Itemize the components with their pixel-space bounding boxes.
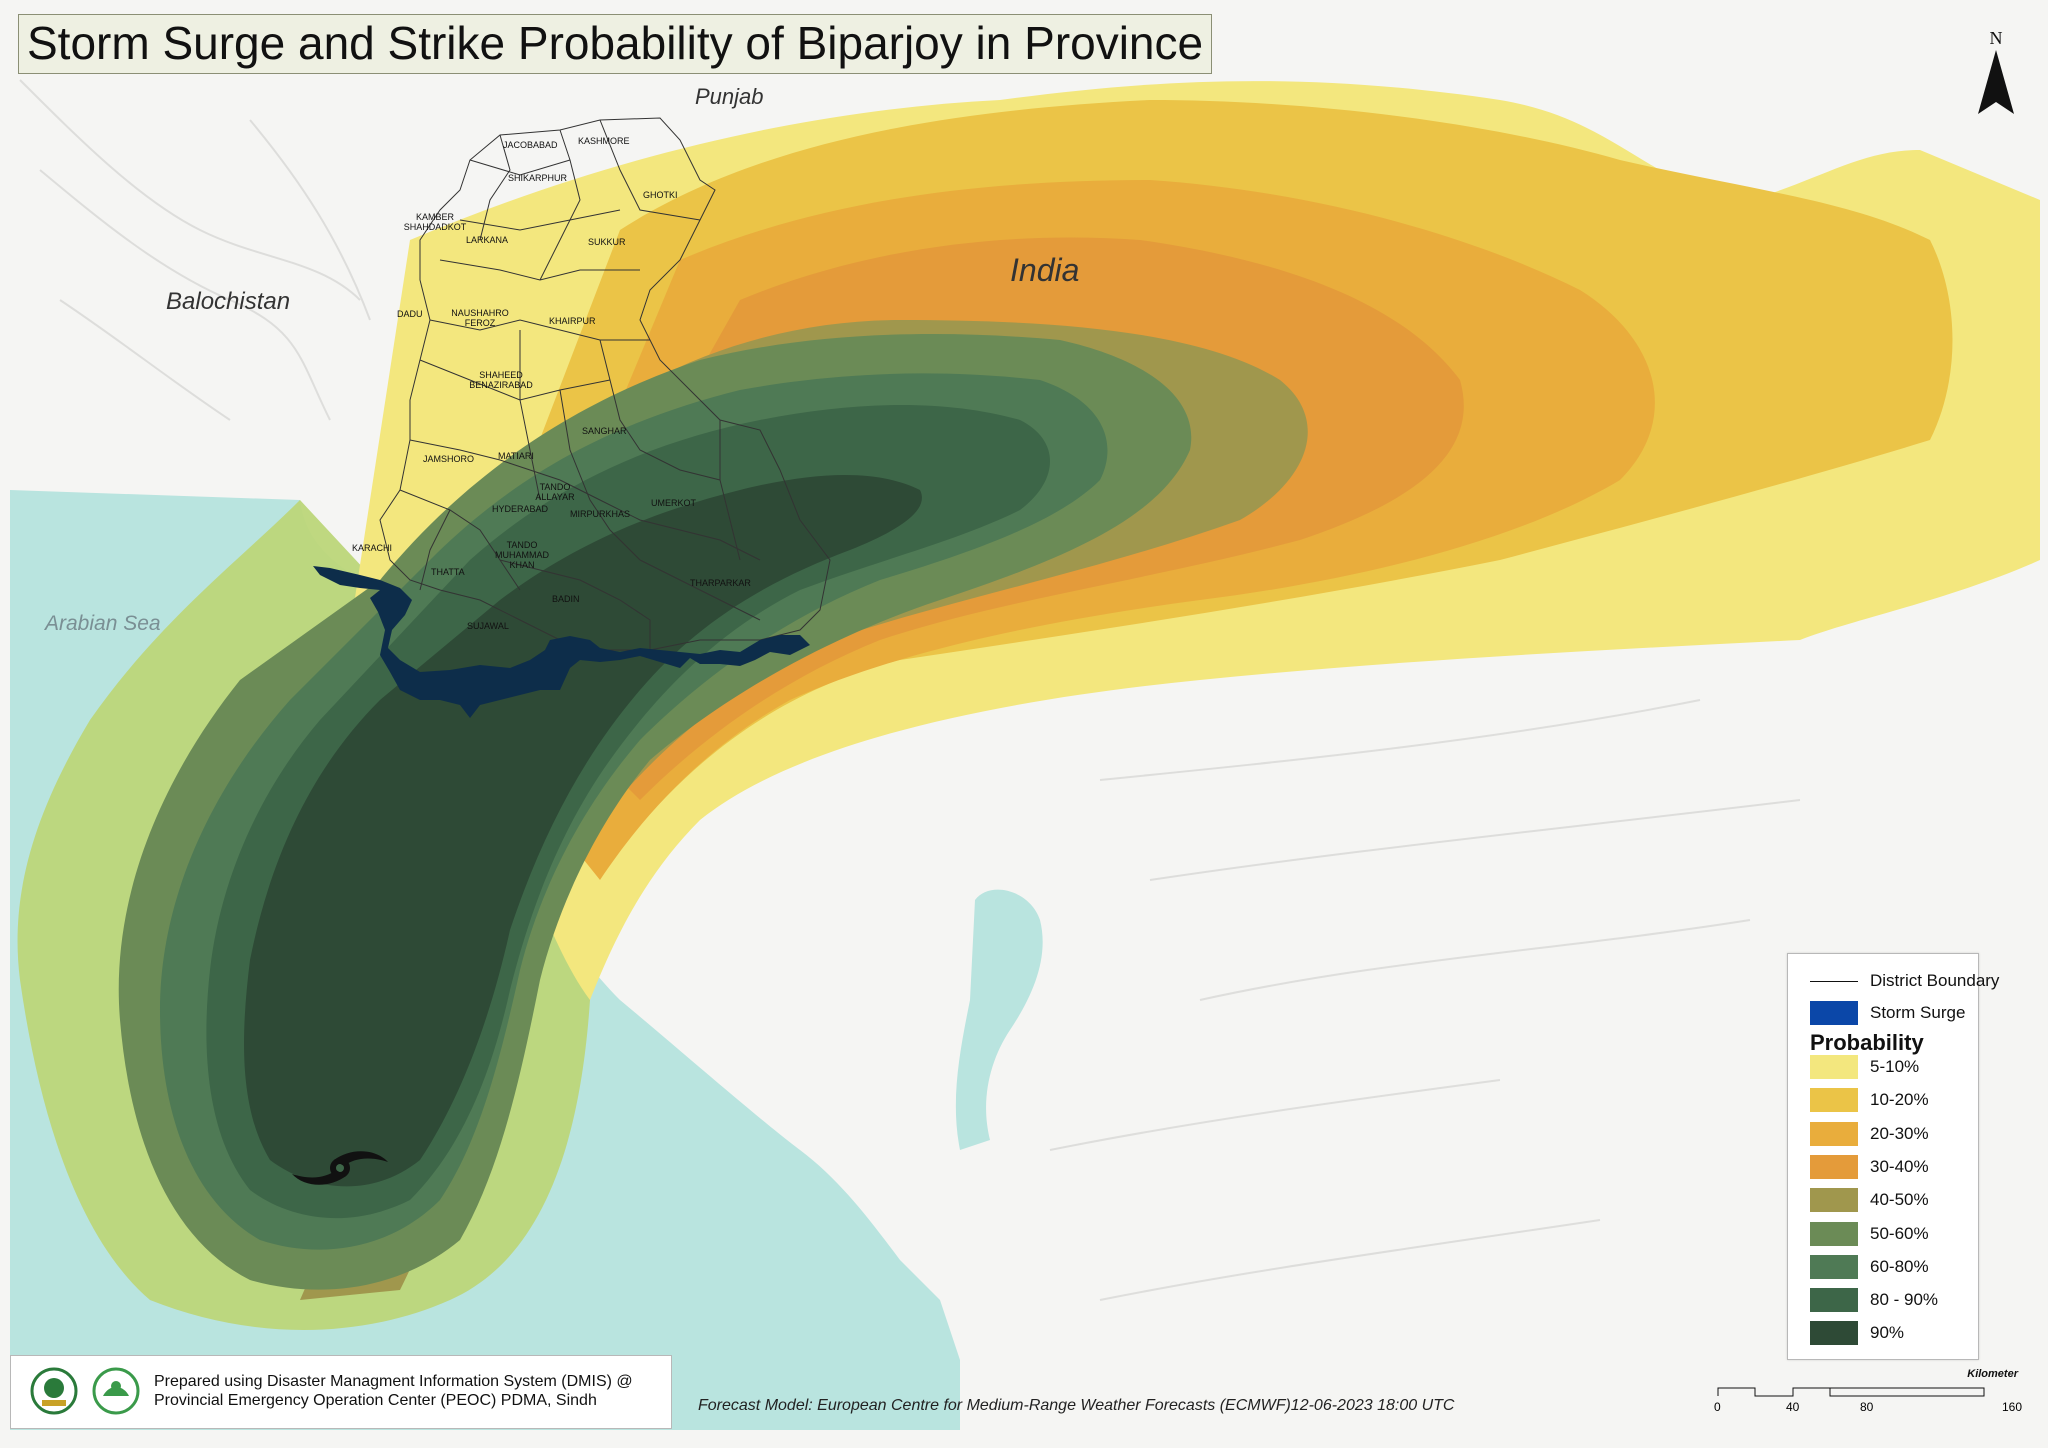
legend-class-row: 60-80% (1810, 1254, 1929, 1280)
cyclone-icon (292, 1151, 388, 1185)
scale-unit-label: Kilometer (1967, 1368, 2018, 1380)
boundary-line-swatch (1810, 980, 1858, 982)
label-balochistan: Balochistan (166, 288, 291, 315)
legend-swatch (1810, 1055, 1858, 1079)
band-90 (244, 475, 922, 1187)
district-label: LARKANA (466, 235, 509, 245)
legend-swatch (1810, 1121, 1858, 1146)
legend-heading: Probability (1810, 1030, 1924, 1055)
pdma-logo-icon (92, 1367, 140, 1415)
district-label: THARPARKAR (690, 578, 751, 588)
legend-class-label: 80 - 90% (1870, 1290, 1939, 1310)
scale-tick-0: 0 (1714, 1400, 1721, 1414)
legend-swatch (1810, 1188, 1858, 1213)
legend-class-label: 90% (1870, 1323, 1905, 1343)
legend-class-row: 5-10% (1810, 1054, 1919, 1080)
legend-class-label: 60-80% (1870, 1256, 1929, 1276)
district-label: GHOTKI (643, 190, 678, 200)
legend-label: District Boundary (1870, 971, 2000, 990)
storm-surge-swatch (1810, 1001, 1858, 1025)
legend-class-row: 20-30% (1810, 1121, 1929, 1147)
north-arrow-icon (1978, 50, 2014, 114)
legend-swatch (1810, 1088, 1858, 1113)
legend-district-boundary: District Boundary (1810, 968, 1999, 994)
legend-class-label: 50-60% (1870, 1223, 1929, 1243)
legend-class-row: 50-60% (1810, 1221, 1929, 1247)
storm-surge-area (313, 566, 810, 718)
legend-class-row: 90% (1810, 1320, 1904, 1346)
forecast-model-note: Forecast Model: European Centre for Medi… (698, 1397, 1455, 1414)
district-label: KARACHI (352, 543, 393, 553)
district-label: SHAHEED BENAZIRABAD (469, 370, 533, 390)
district-label: BADIN (552, 594, 580, 604)
district-label: MATIARI (498, 451, 534, 461)
district-label: KHAIRPUR (549, 316, 596, 326)
legend-swatch (1810, 1221, 1858, 1246)
legend-class-label: 40-50% (1870, 1190, 1929, 1210)
terrain-shading (19, 79, 1801, 1301)
district-label: DADU (397, 309, 423, 319)
label-punjab: Punjab (695, 84, 764, 109)
district-label: UMERKOT (651, 498, 696, 508)
district-label: HYDERABAD (492, 504, 549, 514)
legend-class-label: 20-30% (1870, 1123, 1929, 1143)
district-label: TANDO ALLAYAR (535, 482, 575, 502)
north-arrow: N (1974, 28, 2018, 118)
district-label: KASHMORE (578, 136, 630, 146)
government-emblem-icon (30, 1367, 78, 1415)
legend-swatch (1810, 1154, 1858, 1179)
district-label: SUKKUR (588, 237, 626, 247)
district-label: TANDO MUHAMMAD KHAN (495, 540, 549, 570)
legend-storm-surge: Storm Surge (1810, 1000, 1965, 1026)
district-label: KAMBER SHAHDADKOT (403, 212, 467, 232)
district-label: THATTA (431, 567, 465, 577)
legend-label: Storm Surge (1870, 1003, 1966, 1022)
band-40-50 (300, 320, 1308, 1300)
legend-class-row: 10-20% (1810, 1087, 1929, 1113)
north-label: N (1989, 28, 2003, 48)
probability-bands (17, 81, 2040, 1330)
district-boundaries (379, 117, 831, 651)
legend-swatch (1810, 1288, 1858, 1313)
legend-swatch (1810, 1321, 1858, 1346)
map-legend: District Boundary Storm Surge Probabilit… (1787, 953, 1999, 1360)
label-arabian-sea: Arabian Sea (45, 612, 161, 635)
credit-text: Prepared using Disaster Managment Inform… (154, 1372, 633, 1410)
scale-tick-40: 40 (1786, 1400, 1800, 1414)
scale-bar: Kilometer 0 40 80 160 (1710, 1368, 2030, 1418)
scale-tick-80: 80 (1860, 1400, 1874, 1414)
credit-line-1: Prepared using Disaster Managment Inform… (154, 1373, 633, 1390)
legend-class-row: 80 - 90% (1810, 1287, 1938, 1313)
district-label: JAMSHORO (423, 454, 475, 464)
legend-class-label: 30-40% (1870, 1156, 1929, 1176)
legend-class-row: 40-50% (1810, 1187, 1929, 1213)
legend-class-label: 5-10% (1870, 1057, 1920, 1076)
map-title: Storm Surge and Strike Probability of Bi… (18, 14, 1213, 75)
gulf-of-khambhat (955, 889, 1043, 1150)
credit-line-2: Provincial Emergency Operation Center (P… (154, 1392, 597, 1409)
district-label: SANGHAR (582, 426, 627, 436)
scale-tick-160: 160 (2002, 1400, 2023, 1414)
label-india: India (1010, 252, 1080, 288)
legend-class-label: 10-20% (1870, 1090, 1929, 1110)
legend-class-row: 30-40% (1810, 1154, 1929, 1180)
district-label: JACOBABAD (503, 140, 558, 150)
scale-bar-graphic (1717, 1387, 1985, 1397)
credit-box: Prepared using Disaster Managment Inform… (10, 1355, 672, 1429)
district-label: SHIKARPHUR (508, 173, 568, 183)
legend-swatch (1810, 1254, 1858, 1279)
district-label: NAUSHAHRO FEROZ (451, 308, 509, 328)
district-label: MIRPURKHAS (570, 509, 631, 519)
district-label: SUJAWAL (467, 621, 509, 631)
